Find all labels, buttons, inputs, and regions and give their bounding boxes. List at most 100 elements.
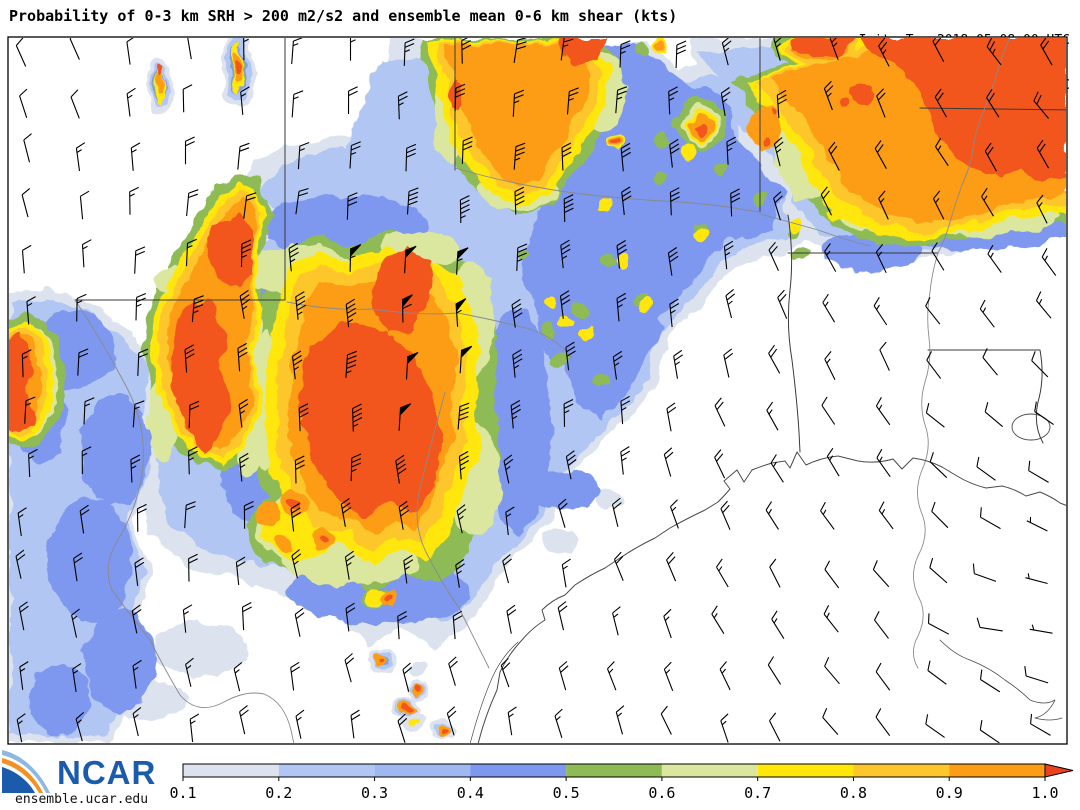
- wind-barb-icon: [345, 602, 356, 632]
- wind-barb-icon: [500, 658, 511, 688]
- wind-barb-icon: [134, 557, 145, 587]
- wind-barb-icon: [619, 40, 631, 68]
- wind-barb-icon: [976, 617, 1003, 632]
- wind-barb-icon: [765, 501, 779, 530]
- wind-barb-icon: [616, 240, 627, 269]
- wind-barb-icon: [15, 549, 26, 579]
- wind-barb-icon: [346, 192, 358, 220]
- wind-barb-icon: [612, 606, 621, 636]
- wind-barb-icon: [1040, 38, 1053, 66]
- wind-barb-icon: [403, 38, 415, 66]
- wind-barb-icon: [461, 136, 473, 164]
- wind-barb-icon: [130, 454, 141, 483]
- wind-barb-icon: [1041, 248, 1057, 276]
- wind-barb-icon: [129, 186, 139, 215]
- map-frame: [7, 36, 1068, 745]
- wind-barb-icon: [239, 705, 249, 735]
- wind-barb-icon: [398, 403, 412, 431]
- colorbar-tick-label: 0.1: [169, 784, 196, 802]
- wind-barb-icon: [187, 446, 198, 475]
- wind-barb-icon: [291, 90, 304, 118]
- wind-barb-icon: [878, 38, 890, 67]
- wind-barb-icon: [513, 38, 528, 63]
- wind-barb-icon: [240, 86, 250, 115]
- wind-barb-icon: [402, 662, 413, 692]
- wind-barb-icon: [19, 88, 28, 118]
- wind-barb-icon: [397, 611, 408, 640]
- wind-barb-icon: [291, 350, 303, 380]
- wind-barb-icon: [135, 292, 147, 321]
- wind-barb-icon: [298, 403, 309, 432]
- wind-barb-icon: [188, 553, 198, 582]
- wind-barb-icon: [243, 38, 249, 61]
- wind-barb-icon: [291, 38, 303, 65]
- wind-barb-icon: [563, 399, 574, 427]
- wind-barb-icon: [611, 497, 622, 527]
- wind-barb-icon: [506, 604, 517, 634]
- wind-barb-icon: [28, 448, 38, 478]
- wind-barb-icon: [126, 38, 134, 65]
- wind-barb-icon: [931, 242, 945, 271]
- wind-barb-icon: [1026, 516, 1048, 532]
- wind-barb-icon: [75, 711, 85, 742]
- wind-barb-icon: [189, 713, 200, 743]
- wind-barb-icon: [132, 659, 142, 689]
- wind-barb-icon: [239, 452, 249, 482]
- colorbar-segment: [661, 764, 758, 777]
- wind-barb-icon: [350, 453, 362, 482]
- wind-barb-icon: [184, 344, 195, 373]
- wind-barb-icon: [397, 713, 408, 743]
- wind-barb-icon: [21, 187, 31, 218]
- wind-barb-icon: [981, 187, 994, 217]
- wind-barb-icon: [773, 38, 782, 61]
- wind-barb-icon: [771, 610, 785, 639]
- wind-barb-icon: [512, 349, 523, 378]
- wind-barb-icon: [1033, 91, 1050, 119]
- wind-barb-icon: [925, 402, 945, 428]
- wind-barb-icon: [240, 239, 252, 268]
- wind-barb-icon: [714, 449, 726, 479]
- wind-barb-icon: [1031, 351, 1049, 378]
- wind-barb-icon: [668, 86, 679, 115]
- wind-barb-icon: [187, 38, 192, 60]
- wind-barb-icon: [182, 84, 193, 113]
- colorbar-segment: [278, 764, 375, 777]
- wind-barb-icon: [510, 400, 521, 429]
- wind-barb-icon: [395, 454, 407, 484]
- wind-barb-icon: [511, 298, 523, 328]
- wind-barb-icon: [565, 450, 577, 480]
- colorbar-tick-label: 0.4: [457, 784, 484, 802]
- wind-barb-icon: [397, 91, 408, 120]
- wind-barb-icon: [565, 341, 576, 371]
- colorbar-tick-label: 0.5: [553, 784, 580, 802]
- wind-barb-icon: [874, 611, 889, 639]
- wind-barb-icon: [243, 192, 257, 219]
- wind-barb-icon: [1025, 573, 1048, 585]
- wind-barb-icon: [21, 349, 32, 378]
- wind-barb-icon: [184, 501, 196, 529]
- wind-barb-icon: [137, 348, 149, 376]
- wind-barb-icon: [925, 714, 945, 738]
- wind-barb-icon: [69, 38, 80, 60]
- wind-barb-icon: [620, 142, 631, 172]
- wind-barb-icon: [723, 348, 734, 378]
- wind-barb-icon: [134, 246, 146, 274]
- wind-barb-icon: [456, 247, 469, 275]
- wind-barb-icon: [70, 89, 80, 119]
- wind-barb-icon: [620, 395, 631, 425]
- wind-barbs: [15, 38, 1057, 743]
- wind-barb-icon: [824, 656, 840, 685]
- wind-barb-icon: [829, 38, 839, 60]
- wind-barb-icon: [237, 342, 248, 372]
- wind-barb-icon: [512, 89, 525, 117]
- wind-barb-icon: [131, 604, 142, 634]
- wind-barb-icon: [79, 504, 90, 534]
- state-borders: [74, 38, 1066, 453]
- wind-barb-icon: [290, 661, 301, 691]
- wind-barb-icon: [725, 288, 736, 319]
- wind-barb-icon: [875, 708, 891, 737]
- wind-barb-icon: [446, 706, 457, 736]
- wind-barb-icon: [405, 351, 419, 380]
- wind-barb-icon: [561, 142, 572, 171]
- wind-barb-icon: [979, 299, 995, 328]
